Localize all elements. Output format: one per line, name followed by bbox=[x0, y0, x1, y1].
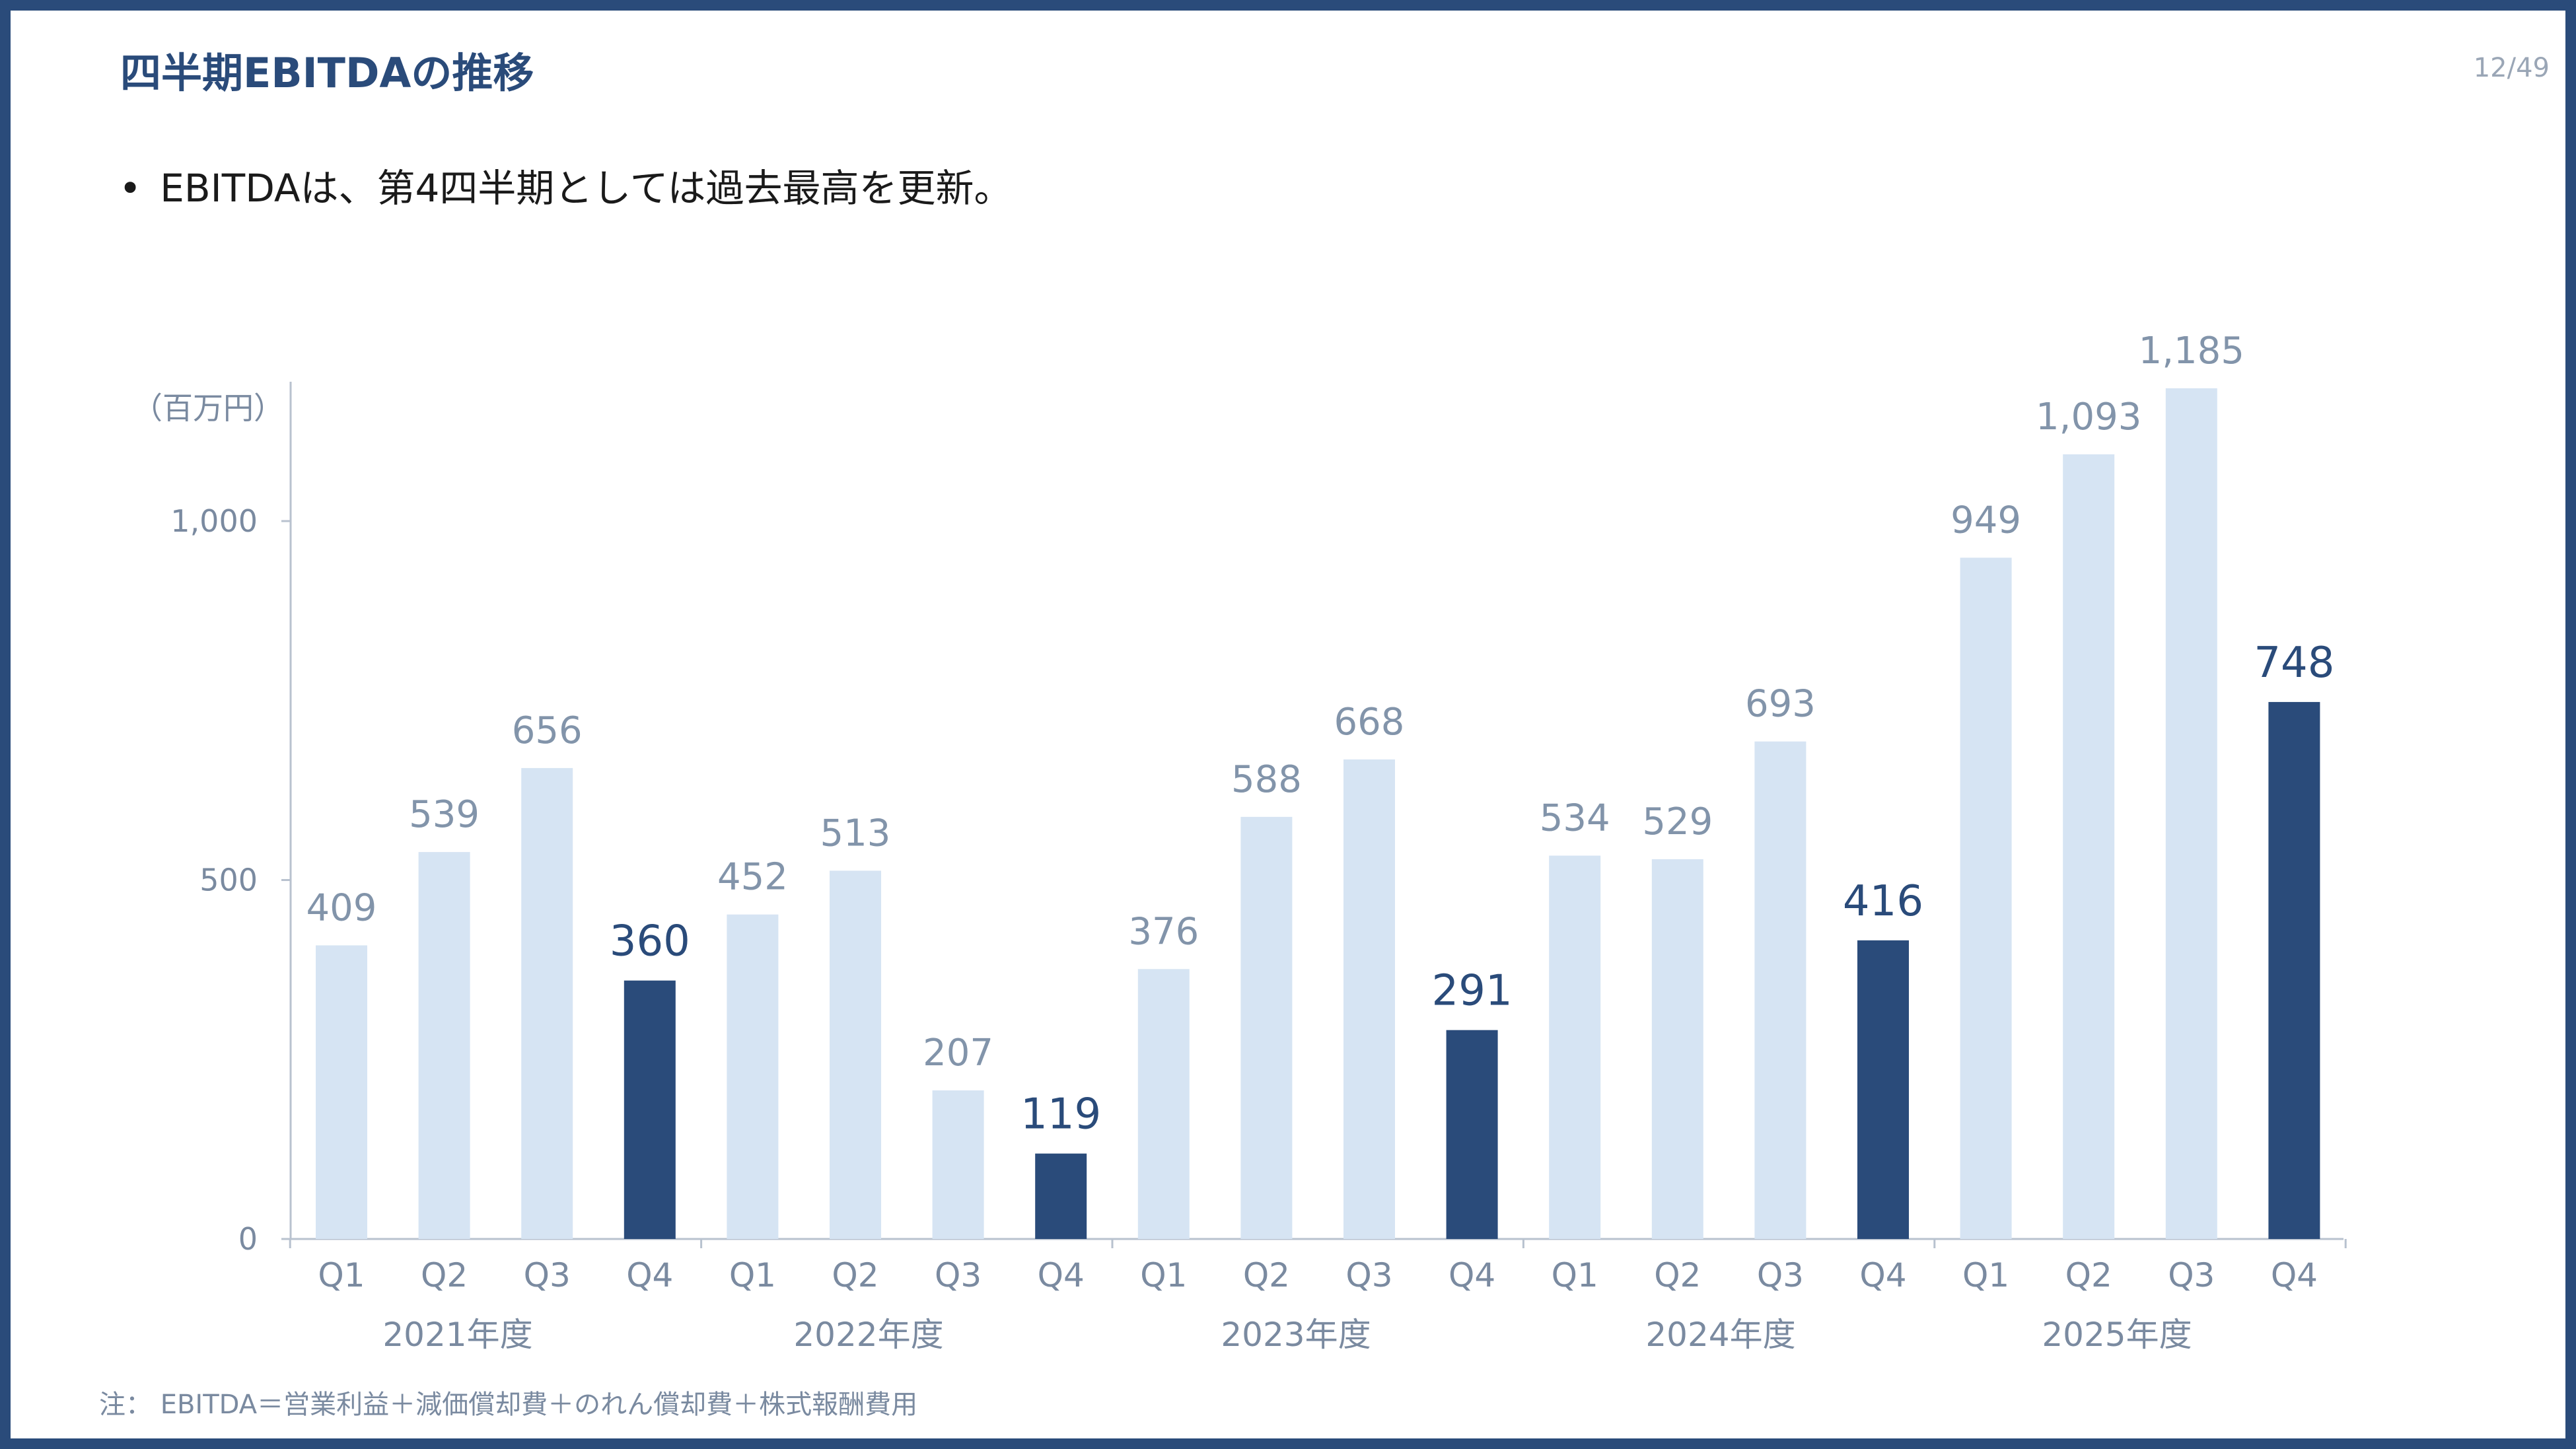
footnote: 注： EBITDA＝営業利益＋減価償却費＋のれん償却費＋株式報酬費用 bbox=[99, 1390, 918, 1420]
data-label: 409 bbox=[306, 886, 377, 929]
data-label: 416 bbox=[1843, 877, 1923, 926]
x-tick-label: Q1 bbox=[1962, 1256, 2009, 1294]
x-tick-labels: Q1 Q2 Q3 Q4 Q1 Q2 Q3 Q4 Q1 Q2 Q3 Q4 Q1 Q2 Q3 Q4 Q1 Q2 Q3 Q4 bbox=[289, 1239, 2347, 1294]
year-group-label: 2022年度 bbox=[793, 1316, 943, 1354]
x-tick-label: Q4 bbox=[2271, 1256, 2318, 1294]
bar bbox=[1857, 940, 1909, 1239]
bar bbox=[1549, 855, 1601, 1239]
bar bbox=[2063, 454, 2115, 1240]
y-tick-label: 0 bbox=[238, 1221, 258, 1257]
x-tick-label: Q1 bbox=[318, 1256, 365, 1294]
bar bbox=[1754, 741, 1807, 1239]
data-label: 1,093 bbox=[2036, 396, 2141, 439]
x-tick-label: Q2 bbox=[1243, 1256, 1290, 1294]
bar bbox=[830, 870, 881, 1239]
bullet-text: EBITDAは、第4四半期としては過去最高を更新。 bbox=[160, 166, 1013, 211]
x-tick-label: Q2 bbox=[421, 1256, 468, 1294]
bullet-dot-icon: • bbox=[119, 166, 142, 211]
data-label: 656 bbox=[512, 709, 583, 752]
data-label: 539 bbox=[409, 793, 480, 836]
bars bbox=[316, 388, 2320, 1240]
data-label: 207 bbox=[923, 1032, 993, 1075]
bar bbox=[418, 852, 470, 1239]
x-tick-label: Q3 bbox=[2168, 1256, 2215, 1294]
data-label: 693 bbox=[1745, 683, 1816, 726]
x-tick-label: Q1 bbox=[729, 1256, 776, 1294]
bar bbox=[932, 1090, 984, 1239]
page-number: 12/49 bbox=[2473, 53, 2550, 83]
page-title: 四半期EBITDAの推移 bbox=[120, 49, 534, 97]
x-tick-label: Q2 bbox=[2065, 1256, 2112, 1294]
data-label: 291 bbox=[1432, 967, 1513, 1016]
y-tick-label: 1,000 bbox=[170, 503, 258, 539]
data-label: 452 bbox=[717, 856, 788, 899]
bar bbox=[2165, 388, 2217, 1239]
group-labels: 2021年度 2022年度 2023年度 2024年度 2025年度 bbox=[382, 1316, 2192, 1354]
x-tick-label: Q2 bbox=[1654, 1256, 1701, 1294]
data-label: 668 bbox=[1334, 701, 1405, 744]
bar bbox=[2268, 701, 2320, 1239]
data-label: 1,185 bbox=[2139, 330, 2244, 372]
x-tick-label: Q4 bbox=[1449, 1256, 1495, 1294]
data-label: 588 bbox=[1231, 758, 1302, 801]
bar bbox=[1035, 1153, 1087, 1239]
bar bbox=[1446, 1030, 1498, 1239]
bar bbox=[1343, 759, 1395, 1239]
data-label: 529 bbox=[1642, 800, 1713, 843]
y-ticks: 0 500 1,000 bbox=[170, 503, 291, 1257]
x-tick-label: Q3 bbox=[524, 1256, 571, 1294]
bar bbox=[727, 914, 779, 1239]
x-tick-label: Q3 bbox=[935, 1256, 982, 1294]
bar bbox=[624, 980, 676, 1239]
bar bbox=[1240, 816, 1293, 1239]
data-labels: 409 539 656 360 452 513 207 119 376 588 668 291 534 5… bbox=[306, 330, 2335, 1139]
year-group-label: 2025年度 bbox=[2042, 1316, 2192, 1354]
data-label: 376 bbox=[1128, 910, 1199, 953]
bar bbox=[521, 767, 573, 1239]
year-group-label: 2021年度 bbox=[382, 1316, 532, 1354]
data-label: 119 bbox=[1020, 1090, 1101, 1139]
y-tick-label: 500 bbox=[199, 863, 258, 898]
bar bbox=[1960, 557, 2012, 1239]
year-group-label: 2024年度 bbox=[1645, 1316, 1795, 1354]
bar bbox=[316, 945, 367, 1239]
x-tick-label: Q4 bbox=[1859, 1256, 1906, 1294]
x-tick-label: Q4 bbox=[1038, 1256, 1085, 1294]
year-group-label: 2023年度 bbox=[1221, 1316, 1371, 1354]
unit-label: （百万円） bbox=[132, 390, 284, 426]
data-label: 513 bbox=[820, 812, 891, 855]
x-tick-label: Q3 bbox=[1757, 1256, 1804, 1294]
x-tick-label: Q1 bbox=[1140, 1256, 1187, 1294]
data-label: 949 bbox=[1950, 499, 2021, 542]
x-tick-label: Q4 bbox=[626, 1256, 673, 1294]
data-label: 534 bbox=[1540, 797, 1610, 840]
x-tick-label: Q3 bbox=[1345, 1256, 1392, 1294]
bullet-point: • EBITDAは、第4四半期としては過去最高を更新。 bbox=[119, 157, 1013, 213]
x-tick-label: Q1 bbox=[1552, 1256, 1598, 1294]
data-label: 360 bbox=[610, 917, 690, 966]
data-label: 748 bbox=[2254, 639, 2334, 688]
x-tick-label: Q2 bbox=[832, 1256, 878, 1294]
bar bbox=[1137, 969, 1190, 1239]
bar bbox=[1651, 859, 1703, 1239]
